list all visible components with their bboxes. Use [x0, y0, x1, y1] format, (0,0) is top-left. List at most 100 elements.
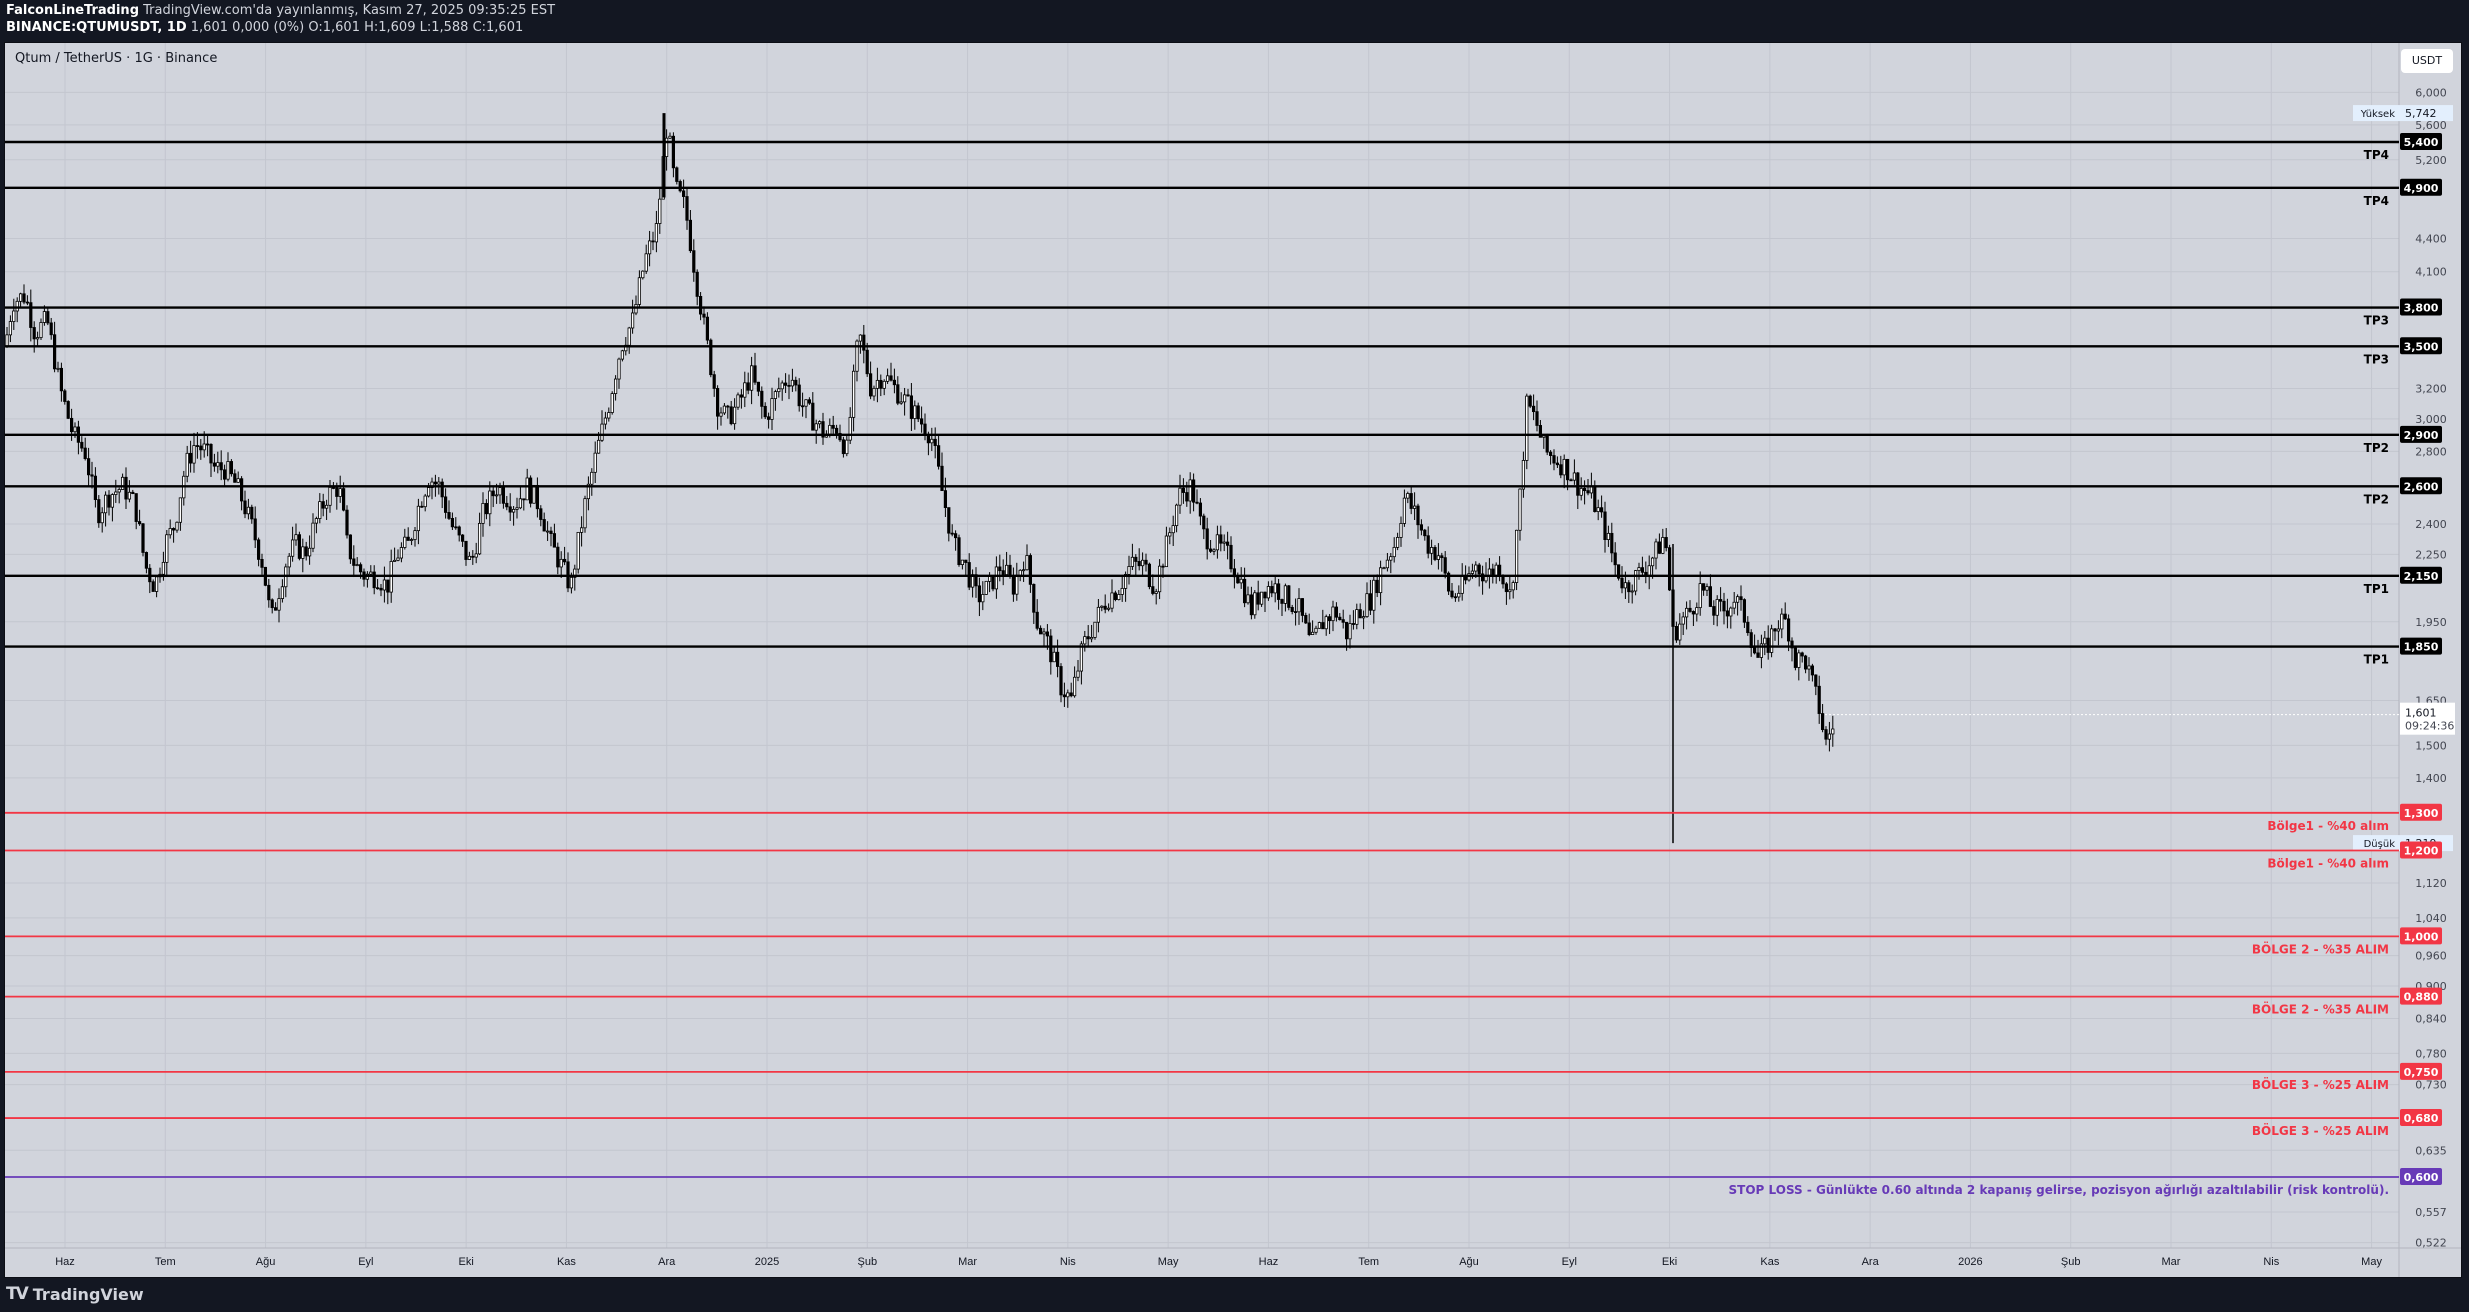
level-price-value: 0,880 — [2404, 991, 2439, 1004]
y-axis-label: 4,100 — [2415, 266, 2447, 279]
level-label: BÖLGE 3 - %25 ALIM — [2252, 1077, 2389, 1092]
level-price-value: 0,680 — [2404, 1112, 2439, 1125]
level-label: TP3 — [2364, 314, 2389, 328]
y-axis-label: 4,400 — [2415, 232, 2447, 245]
level-price-tag — [2400, 803, 2442, 821]
level-label: TP2 — [2364, 492, 2389, 506]
level-price-tag — [2400, 133, 2442, 150]
y-axis-label: 0,557 — [2415, 1206, 2447, 1219]
level-price-value: 2,900 — [2404, 429, 2439, 442]
level-price-tag — [2400, 477, 2442, 495]
x-axis-label: Eki — [1662, 1256, 1677, 1268]
level-label: BÖLGE 2 - %35 ALIM — [2252, 941, 2389, 956]
candles — [5, 129, 1835, 752]
level-price-value: 1,000 — [2404, 930, 2439, 943]
x-axis-label: 2025 — [755, 1256, 779, 1268]
level-price-tag — [2400, 425, 2442, 443]
level-price-tag — [2400, 1109, 2442, 1127]
level-price-tag — [2400, 566, 2442, 584]
chart-canvas[interactable]: Haz Tem Ağu Eyl Eki Kas Ara 2025 Şub Mar Nis May Haz… — [5, 43, 2461, 1277]
y-axis-label: 2,250 — [2415, 548, 2447, 561]
author-name: FalconLineTrading — [6, 3, 139, 18]
hl-marker — [2353, 105, 2453, 122]
tradingview-logo[interactable]: TV TradingView — [6, 1284, 144, 1304]
level-price-tag — [2400, 987, 2442, 1005]
x-axis-label: 2026 — [1958, 1256, 1982, 1268]
y-axis-label: 3,200 — [2415, 382, 2447, 395]
level-price-tag — [2400, 337, 2442, 355]
level-price-value: 1,300 — [2404, 807, 2439, 820]
level-price-tag — [2400, 298, 2442, 316]
y-axis-label: 0,635 — [2415, 1144, 2447, 1157]
level-label: TP1 — [2364, 582, 2389, 596]
y-axis-label: 1,040 — [2415, 912, 2447, 925]
level-price-value: 3,500 — [2404, 340, 2439, 353]
x-axis-label: Şub — [857, 1256, 877, 1268]
level-price-tag — [2400, 637, 2442, 655]
x-axis-label: Mar — [2162, 1256, 2181, 1268]
x-axis-label: Mar — [958, 1256, 977, 1268]
level-price-tag — [2400, 1062, 2442, 1080]
y-axis-label: 3,000 — [2415, 413, 2447, 426]
y-axis-label: 2,400 — [2415, 518, 2447, 531]
x-axis-label: Ağu — [1459, 1256, 1479, 1268]
level-price-value: 0,750 — [2404, 1066, 2439, 1079]
x-axis-label: Nis — [1060, 1256, 1076, 1268]
price-chart[interactable]: Haz Tem Ağu Eyl Eki Kas Ara 2025 Şub Mar Nis May Haz… — [4, 42, 2462, 1278]
level-price-value: 5,400 — [2404, 136, 2439, 149]
level-price-tag — [2400, 927, 2442, 945]
level-price-tag — [2400, 178, 2442, 196]
symbol-header: BINANCE:QTUMUSDT, 1D 1,601 0,000 (0%) O:… — [6, 20, 523, 35]
level-label: TP1 — [2364, 653, 2389, 667]
level-price-value: 1,200 — [2404, 844, 2439, 857]
x-axis-label: Şub — [2061, 1256, 2081, 1268]
x-axis-label: Kas — [1760, 1256, 1779, 1268]
y-axis-label: 5,200 — [2415, 154, 2447, 167]
level-label: STOP LOSS - Günlükte 0.60 altında 2 kapa… — [1729, 1183, 2389, 1197]
y-axis-label: 1,120 — [2415, 877, 2447, 890]
x-axis-label: Nis — [2263, 1256, 2279, 1268]
ohlc-values: 1,601 0,000 (0%) O:1,601 H:1,609 L:1,588… — [190, 20, 524, 35]
currency-button[interactable]: USDT — [2401, 49, 2453, 73]
level-price-tag — [2400, 841, 2442, 859]
level-price-tag — [2400, 1168, 2442, 1185]
level-label: TP3 — [2364, 352, 2389, 366]
y-axis-label: 1,400 — [2415, 772, 2447, 785]
y-axis-label: 1,950 — [2415, 616, 2447, 629]
level-label: Bölge1 - %40 alım — [2267, 856, 2389, 870]
y-axis-label: 6,000 — [2415, 86, 2447, 99]
hl-marker-label: Yüksek — [2360, 109, 2395, 120]
x-axis-label: Tem — [1358, 1256, 1379, 1268]
level-label: BÖLGE 3 - %25 ALIM — [2252, 1123, 2389, 1138]
level-price-value: 2,150 — [2404, 570, 2439, 583]
x-axis-label: May — [1158, 1256, 1179, 1268]
publish-header: FalconLineTrading TradingView.com'da yay… — [6, 3, 555, 18]
y-axis-label: 1,500 — [2415, 739, 2447, 752]
tradingview-logo-icon: TV — [6, 1284, 29, 1304]
tradingview-brand: TradingView — [32, 1284, 144, 1304]
x-axis-label: Haz — [1259, 1256, 1279, 1268]
last-price-tag — [2400, 702, 2455, 735]
x-axis-label: Ara — [658, 1256, 676, 1268]
y-axis-label: 0,840 — [2415, 1013, 2447, 1026]
hl-marker-value: 5,742 — [2405, 107, 2437, 120]
level-price-value: 4,900 — [2404, 182, 2439, 195]
level-label: BÖLGE 2 - %35 ALIM — [2252, 1002, 2389, 1017]
y-axis-label: 0,960 — [2415, 950, 2447, 963]
y-axis-label: 0,522 — [2415, 1237, 2447, 1250]
symbol-label: BINANCE:QTUMUSDT, 1D — [6, 20, 187, 35]
level-price-value: 1,850 — [2404, 641, 2439, 654]
chart-title: Qtum / TetherUS · 1G · Binance — [15, 51, 218, 66]
level-price-value: 3,800 — [2404, 302, 2439, 315]
last-price-value: 1,601 — [2405, 707, 2437, 720]
x-axis-label: Haz — [55, 1256, 75, 1268]
y-axis-label: 0,730 — [2415, 1079, 2447, 1092]
x-axis-label: Tem — [155, 1256, 176, 1268]
level-price-value: 2,600 — [2404, 480, 2439, 493]
y-axis-label: 0,780 — [2415, 1047, 2447, 1060]
x-axis-label: Ağu — [256, 1256, 276, 1268]
x-axis-label: Eyl — [358, 1256, 373, 1268]
hl-marker-label: Düşük — [2364, 839, 2396, 850]
level-price-value: 0,600 — [2404, 1171, 2439, 1184]
y-axis-label: 5,600 — [2415, 119, 2447, 132]
